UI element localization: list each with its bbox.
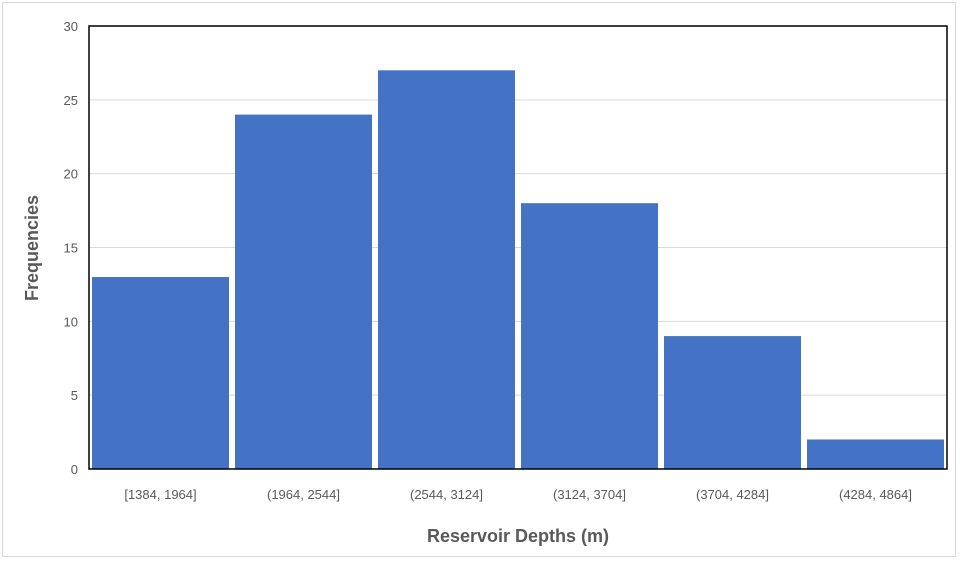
x-tick-label: (4284, 4864]: [839, 487, 912, 502]
x-tick-labels: [1384, 1964] (1964, 2544] (2544, 3124] (312…: [124, 487, 912, 502]
bar: [235, 114, 372, 469]
y-tick-label: 5: [71, 388, 78, 403]
bar: [378, 70, 515, 470]
y-tick-label: 15: [64, 241, 78, 256]
x-tick-label: [1384, 1964]: [124, 487, 196, 502]
y-tick-labels: 0 5 10 15 20 25 30: [64, 19, 78, 477]
bars: [92, 70, 944, 470]
bar: [92, 277, 229, 469]
x-tick-label: (3704, 4284]: [696, 487, 769, 502]
x-axis-title: Reservoir Depths (m): [427, 526, 609, 546]
x-tick-label: (3124, 3704]: [553, 487, 626, 502]
bar: [521, 203, 658, 469]
x-tick-label: (2544, 3124]: [410, 487, 483, 502]
y-tick-label: 20: [64, 167, 78, 182]
y-axis-title: Frequencies: [22, 195, 42, 301]
plot-area-border: [88, 25, 948, 470]
x-tick-label: (1964, 2544]: [267, 487, 340, 502]
y-tick-label: 0: [71, 462, 78, 477]
bar: [807, 439, 944, 469]
y-tick-label: 25: [64, 93, 78, 108]
y-tick-label: 30: [64, 19, 78, 34]
y-tick-label: 10: [64, 314, 78, 329]
bar: [664, 336, 801, 469]
